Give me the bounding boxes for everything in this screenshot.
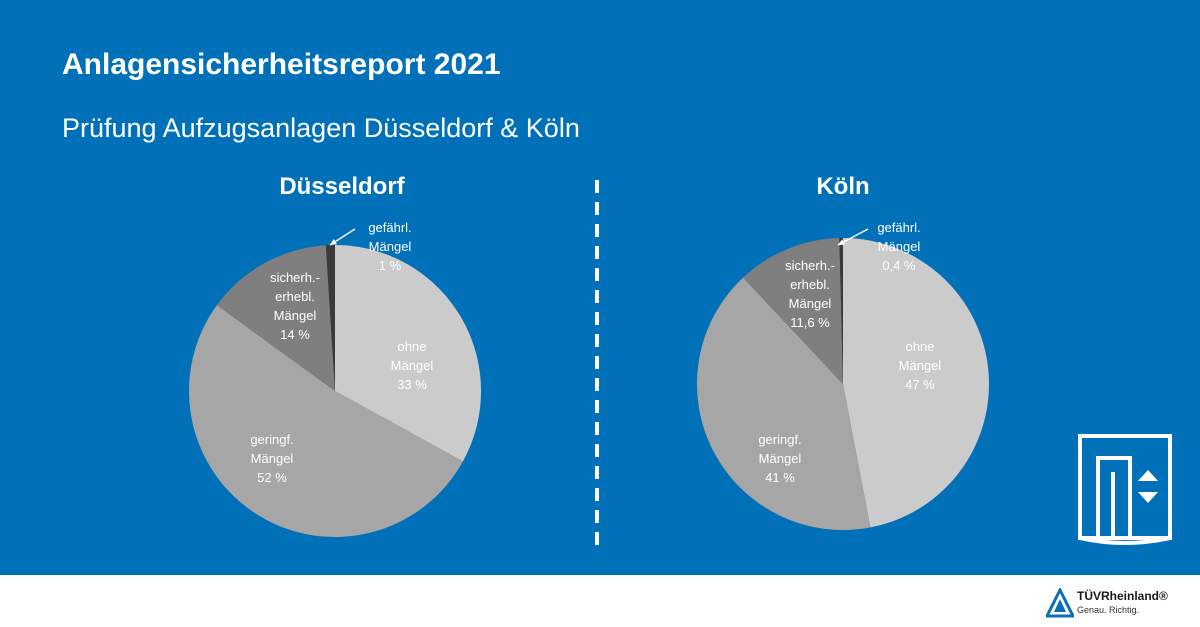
slice-label-0-1: geringf. Mängel 52 % — [250, 432, 293, 485]
chart-title-koeln: Köln — [816, 173, 870, 200]
callout-arrowhead-0 — [330, 239, 337, 245]
pie-slice-1-3 — [839, 238, 843, 384]
brand-name: TÜVRheinland® — [1077, 589, 1168, 603]
footer — [0, 575, 1200, 627]
pie-slice-0-2 — [216, 245, 335, 391]
pie-slice-1-0 — [843, 238, 990, 528]
pie-slice-1-2 — [743, 238, 843, 384]
page-subtitle: Prüfung Aufzugsanlagen Düsseldorf & Köln — [62, 113, 580, 143]
slice-label-1-0: ohne Mängel 47 % — [899, 339, 942, 392]
pie-slice-0-1 — [188, 305, 463, 538]
slice-label-1-1: geringf. Mängel 41 % — [758, 432, 801, 485]
elevator-icon — [1078, 434, 1172, 545]
pie-slice-0-3 — [325, 245, 335, 391]
slice-label-1-3: gefährl. Mängel 0,4 % — [877, 220, 920, 273]
pie-slice-1-1 — [697, 277, 871, 530]
callout-arrowhead-1 — [838, 239, 845, 245]
brand-tagline: Genau. Richtig. — [1077, 605, 1140, 615]
pie-slice-0-0 — [335, 245, 481, 462]
page-title: Anlagensicherheitsreport 2021 — [62, 48, 501, 81]
slice-label-0-2: sicherh.-erhebl. Mängel 14 % — [270, 270, 320, 342]
pie-charts: ohne Mängel 33 % geringf. Mängel 52 % sicherh.… — [188, 180, 1172, 553]
brand-logo: TÜVRheinland® Genau. Richtig. — [1046, 585, 1186, 621]
tuv-triangle-icon — [1046, 588, 1074, 618]
chart-title-duesseldorf: Düsseldorf — [279, 173, 405, 200]
report-graphic: Anlagensicherheitsreport 2021 Prüfung Au… — [0, 0, 1200, 575]
slice-label-0-3: gefährl. Mängel 1 % — [368, 220, 411, 273]
slice-label-0-0: ohne Mängel 33 % — [391, 339, 434, 392]
slice-label-1-2: sicherh.-erhebl. Mängel 11,6 % — [785, 258, 835, 330]
